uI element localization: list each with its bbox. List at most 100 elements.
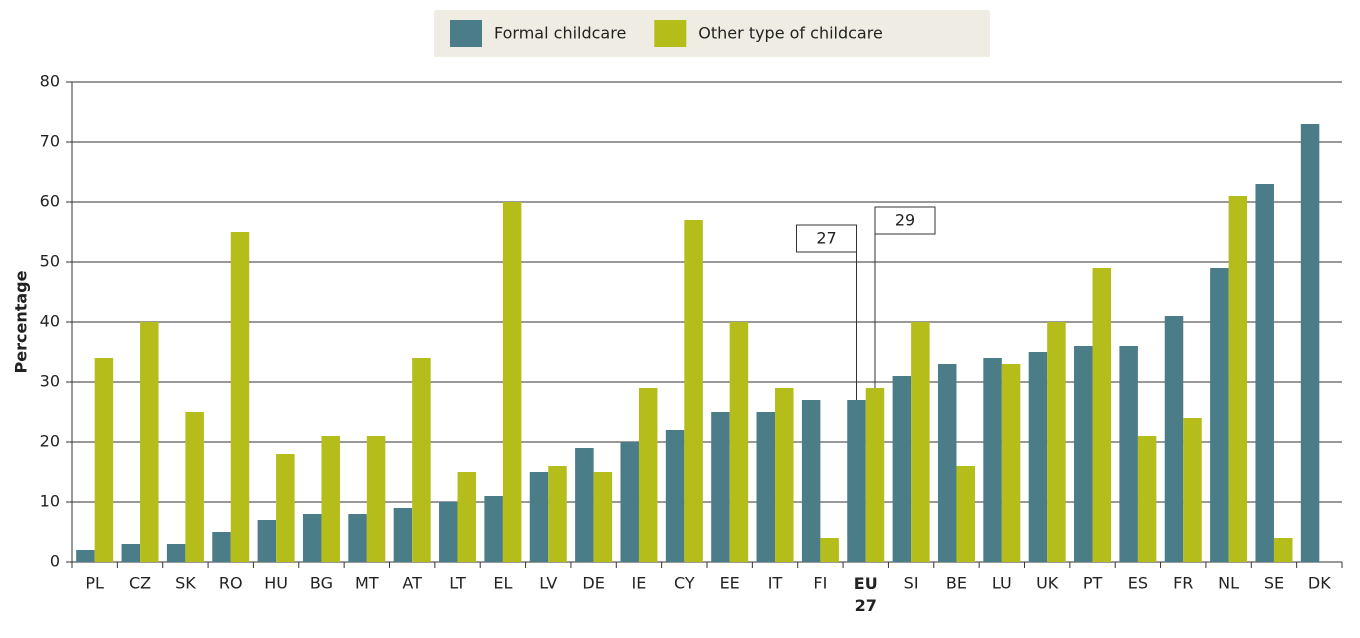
bar [302,514,322,562]
bar [321,436,340,562]
bar [366,436,386,562]
x-tick-label: DE [582,574,604,593]
bar [276,454,295,562]
x-tick-label: EL [493,574,512,593]
bar [185,412,204,562]
bar [457,472,477,562]
bar [956,466,975,562]
bar [412,358,431,562]
x-tick-label: CZ [129,574,151,593]
x-tick-label: FI [813,574,827,593]
x-tick-label: DK [1308,574,1331,593]
y-tick-label: 0 [50,552,60,571]
bar [892,376,912,562]
bar [775,388,794,562]
x-tick-label: PT [1083,574,1103,593]
bar [1001,364,1021,562]
bar [1137,436,1157,562]
bar [1183,418,1202,562]
annotation-box [796,224,857,253]
bar [865,388,885,562]
x-tick-label: EU 27 [854,574,878,615]
legend-swatch [450,20,482,47]
annotation-label: 27 [816,229,836,248]
x-tick-label: RO [219,574,243,593]
y-tick-label: 30 [40,372,60,391]
bar [983,358,1002,562]
annotation-box [874,206,936,235]
y-tick-label: 70 [40,132,60,151]
bar [348,514,367,562]
y-tick-label: 50 [40,252,60,271]
y-tick-label: 80 [40,72,60,91]
bar [1210,268,1229,562]
x-tick-label: BG [310,574,333,593]
bar [529,472,549,562]
bar [620,442,639,562]
bar [593,472,613,562]
bar [212,532,231,562]
bar [502,202,522,562]
x-tick-label: SK [175,574,196,593]
x-tick-label: IT [768,574,783,593]
bar [1273,538,1293,562]
legend-box [434,10,990,57]
x-tick-label: LV [539,574,557,593]
bar [393,508,413,562]
y-axis-label: Percentage [12,270,31,373]
y-tick-label: 20 [40,432,60,451]
bar [439,502,458,562]
bar [911,322,930,562]
x-tick-label: UK [1036,574,1059,593]
bar [665,430,685,562]
bar [756,412,776,562]
bar [684,220,703,562]
y-tick-label: 10 [40,492,60,511]
bar [257,520,277,562]
bar [937,364,957,562]
bar [847,400,866,562]
x-tick-label: LU [992,574,1012,593]
bar [1028,352,1048,562]
bar [484,496,503,562]
legend-swatch [654,20,687,47]
x-tick-label: SE [1264,574,1284,593]
x-tick-label: BE [946,574,967,593]
y-tick-label: 60 [40,192,60,211]
bar [121,544,141,562]
bar [820,538,839,562]
bar [638,388,658,562]
bar [166,544,186,562]
bar [1164,316,1184,562]
bar [76,550,95,562]
bar [801,400,821,562]
legend-label: Other type of childcare [698,24,883,43]
x-tick-label: ES [1128,574,1148,593]
x-tick-label: CY [674,574,695,593]
bar [1074,346,1093,562]
x-tick-label: NL [1218,574,1239,593]
bar [1119,346,1138,562]
bar [1047,322,1066,562]
bar [94,358,114,562]
bar [729,322,749,562]
annotation-label: 29 [895,211,915,230]
y-tick-label: 40 [40,312,60,331]
bar [140,322,159,562]
bar [1300,124,1320,562]
bar [548,466,567,562]
x-tick-label: FR [1173,574,1193,593]
bar [1255,184,1274,562]
x-tick-label: SI [904,574,919,593]
x-tick-label: PL [85,574,104,593]
x-tick-label: IE [632,574,647,593]
x-tick-label: AT [402,574,422,593]
bar [575,448,594,562]
bar [230,232,250,562]
bar [1228,196,1248,562]
x-tick-label: EE [720,574,740,593]
bar [1092,268,1112,562]
legend-label: Formal childcare [494,24,626,43]
bar [711,412,730,562]
